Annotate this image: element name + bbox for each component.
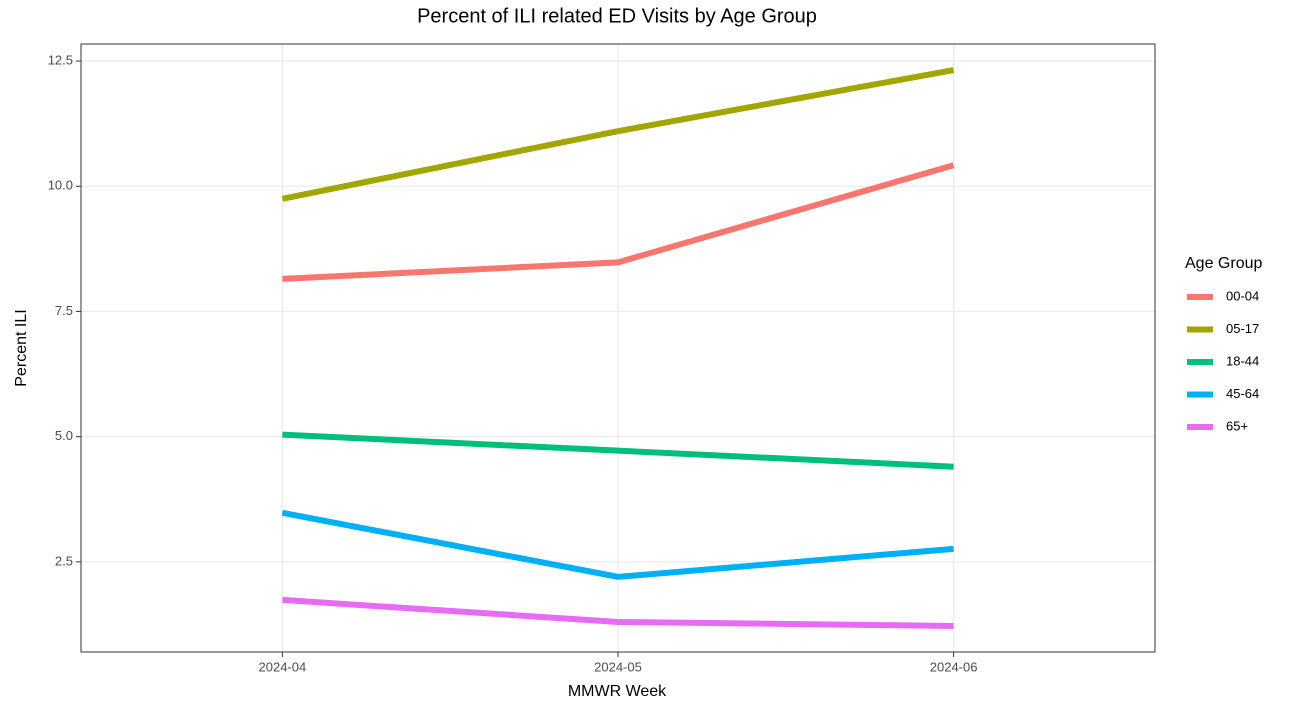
x-tick-label: 2024-04 xyxy=(259,659,307,674)
y-tick-label: 5.0 xyxy=(55,428,73,443)
line xyxy=(282,431,954,470)
legend-label: 65+ xyxy=(1226,418,1248,433)
line xyxy=(282,162,955,282)
y-tick-label: 2.5 xyxy=(55,553,73,568)
line xyxy=(281,67,955,202)
chart-title: Percent of ILI related ED Visits by Age … xyxy=(417,5,817,27)
panel-border xyxy=(80,43,1156,653)
legend-label: 18-44 xyxy=(1226,353,1259,368)
legend-label: 45-64 xyxy=(1226,386,1259,401)
y-tick-label: 7.5 xyxy=(55,303,73,318)
legend-label: 05-17 xyxy=(1226,321,1259,336)
y-axis-title: Percent ILI xyxy=(13,309,30,386)
y-tick-label: 10.0 xyxy=(48,178,73,193)
legend-label: 00-04 xyxy=(1226,288,1259,303)
x-tick-label: 2024-05 xyxy=(594,659,642,674)
legend-title: Age Group xyxy=(1185,255,1262,272)
line xyxy=(281,509,954,580)
x-axis-title: MMWR Week xyxy=(568,683,667,700)
y-tick-label: 12.5 xyxy=(48,52,73,67)
x-tick-label: 2024-06 xyxy=(930,659,978,674)
line xyxy=(282,596,954,629)
